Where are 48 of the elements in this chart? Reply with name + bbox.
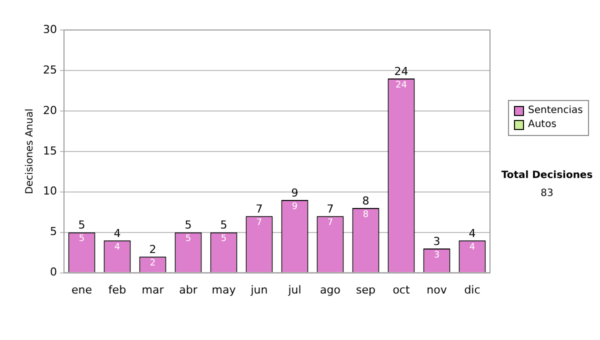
total-label: 8 [362,194,370,208]
data-label: 5 [78,234,85,244]
data-label: 4 [469,242,476,252]
data-label: 7 [256,218,262,228]
y-tick-label: 30 [42,22,57,36]
total-label: 7 [326,202,334,216]
y-tick-label: 15 [42,144,57,158]
total-label: 5 [184,218,192,232]
data-label: 5 [220,234,227,244]
x-tick-label: jun [250,283,268,296]
x-tick-label: abr [179,283,198,296]
x-tick-label: mar [142,283,164,296]
y-axis-title: Decisiones Anual [24,108,36,194]
data-label: 5 [185,234,192,244]
data-label: 4 [114,242,120,252]
data-label: 9 [292,202,298,212]
x-tick-label: nov [426,283,448,296]
x-tick-label: oct [392,283,410,296]
data-label: 24 [396,80,408,90]
data-label: 8 [362,210,369,220]
data-label: 2 [150,258,156,268]
y-tick-label: 10 [42,184,57,198]
y-tick-label: 5 [50,225,57,238]
x-tick-label: jul [287,283,302,296]
y-tick-label: 20 [42,104,57,117]
x-tick-label: dic [464,283,480,296]
total-label: 2 [149,242,156,256]
x-tick-label: may [212,283,236,296]
y-tick-label: 0 [50,266,57,279]
data-label: 3 [434,250,440,260]
total-label: 24 [394,64,408,78]
legend-label: Sentencias [528,104,583,118]
total-label: 4 [114,226,121,240]
text: 83 [540,188,554,199]
total-label: 9 [291,186,298,200]
text: Total Decisiones [500,170,594,181]
legend-label: Autos [528,118,556,132]
x-tick-label: ago [320,283,341,296]
data-label: 7 [327,218,334,228]
total-label: 5 [220,218,228,232]
total-label: 4 [468,226,476,240]
total-label: 5 [78,218,86,232]
total-label: 7 [256,202,263,216]
x-tick-label: ene [71,283,92,296]
x-tick-label: feb [108,283,126,296]
x-tick-label: sep [356,283,376,296]
total-label: 3 [433,234,440,248]
y-tick-label: 25 [42,63,57,76]
